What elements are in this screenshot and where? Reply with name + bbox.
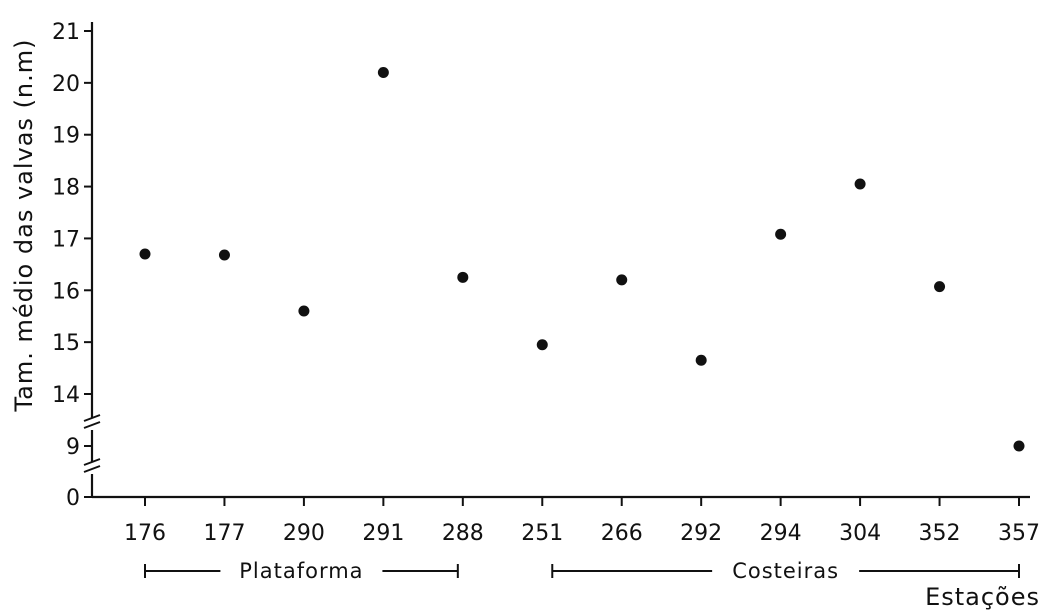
y-tick-label: 17	[52, 227, 80, 252]
data-point	[616, 274, 628, 286]
x-axis-label: Estações	[925, 583, 1040, 611]
data-point	[934, 281, 946, 293]
data-point	[139, 248, 151, 260]
x-tick-label: 357	[998, 521, 1040, 546]
x-tick-label: 304	[839, 521, 881, 546]
y-tick-label: 16	[52, 279, 80, 304]
group-label: Costeiras	[732, 559, 839, 583]
y-tick-label: 15	[52, 331, 80, 356]
x-ticks: 176 177 290 291 288 251 266 292 294 304 352 357	[124, 497, 1040, 546]
y-ticks: 0 9 14 15 16 17 18 19 20 21	[52, 20, 92, 511]
y-tick-label: 18	[52, 176, 80, 201]
station-groups: Plataforma Costeiras	[144, 559, 1020, 583]
data-point	[457, 271, 469, 283]
x-tick-label: 266	[601, 521, 643, 546]
data-point	[536, 339, 548, 351]
y-tick-label: 14	[52, 383, 80, 408]
x-tick-label: 177	[203, 521, 245, 546]
data-points	[139, 66, 1025, 452]
data-point	[1013, 440, 1025, 452]
data-point	[854, 178, 866, 190]
x-tick-label: 352	[919, 521, 961, 546]
data-point	[218, 249, 230, 261]
x-tick-label: 294	[760, 521, 802, 546]
axes	[83, 22, 1030, 499]
x-tick-label: 290	[283, 521, 325, 546]
y-axis-break-mark	[83, 458, 101, 473]
y-tick-label: 21	[52, 20, 80, 45]
x-tick-label: 288	[442, 521, 484, 546]
y-tick-label: 0	[66, 486, 80, 511]
data-point	[695, 354, 707, 366]
y-tick-label: 9	[66, 435, 80, 460]
group-label: Plataforma	[239, 559, 363, 583]
y-tick-label: 19	[52, 124, 80, 149]
x-tick-label: 292	[680, 521, 722, 546]
x-tick-label: 291	[362, 521, 404, 546]
x-tick-label: 176	[124, 521, 166, 546]
y-tick-label: 20	[52, 72, 80, 97]
x-tick-label: 251	[521, 521, 563, 546]
data-point	[775, 228, 787, 240]
data-point	[377, 66, 389, 78]
y-axis-label: Tam. médio das valvas (n.m)	[10, 38, 38, 412]
data-point	[298, 305, 310, 317]
y-axis-break-mark	[83, 414, 101, 429]
